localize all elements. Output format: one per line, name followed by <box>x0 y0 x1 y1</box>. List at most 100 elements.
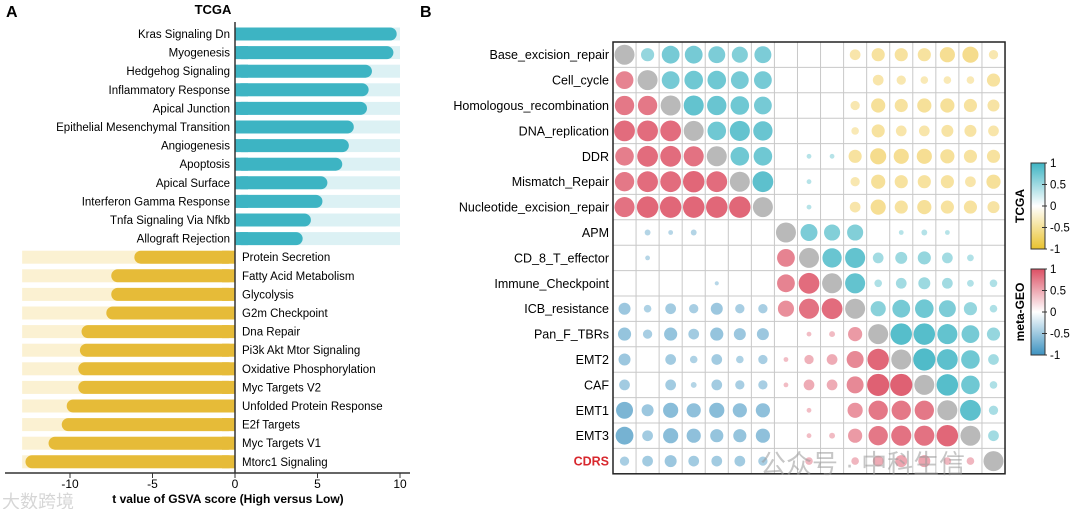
meta-geo-correlation-circle <box>798 272 820 294</box>
meta-geo-correlation-circle <box>943 457 952 465</box>
tcga-correlation-circle <box>806 204 812 210</box>
meta-geo-correlation-circle <box>806 407 812 413</box>
bar-positive <box>235 101 367 115</box>
tcga-correlation-circle <box>894 48 908 62</box>
x-tick-label: -10 <box>61 477 79 491</box>
tcga-correlation-circle <box>895 277 907 289</box>
tcga-correlation-circle <box>940 149 955 164</box>
row-label: Pan_F_TBRs <box>534 328 609 342</box>
row-label: APM <box>582 226 609 240</box>
tcga-correlation-circle <box>944 230 950 235</box>
meta-geo-correlation-circle <box>668 230 674 235</box>
tcga-correlation-circle <box>730 96 750 115</box>
tcga-correlation-circle <box>986 327 1001 341</box>
tcga-correlation-circle <box>896 75 906 85</box>
tcga-correlation-circle <box>962 46 979 63</box>
tcga-correlation-circle <box>965 176 976 188</box>
panel-label-b: B <box>420 4 432 21</box>
tcga-correlation-circle <box>870 301 886 317</box>
bar-positive <box>235 176 328 190</box>
diagonal-circle <box>845 298 866 319</box>
tcga-correlation-circle <box>730 71 749 89</box>
tcga-correlation-circle <box>913 348 936 371</box>
tcga-correlation-circle <box>937 324 958 345</box>
tcga-correlation-circle <box>988 405 999 415</box>
tcga-correlation-circle <box>890 323 912 345</box>
tcga-correlation-circle <box>641 48 655 62</box>
meta-geo-correlation-circle <box>868 400 888 420</box>
bar-positive <box>235 120 354 134</box>
row-label: EMT1 <box>576 404 609 418</box>
bar-positive-base <box>235 120 248 134</box>
meta-geo-correlation-circle <box>777 249 795 267</box>
meta-geo-correlation-circle <box>706 171 728 193</box>
tcga-correlation-circle <box>917 48 931 62</box>
meta-geo-correlation-circle <box>758 304 768 314</box>
meta-geo-correlation-circle <box>846 351 864 368</box>
diagonal-circle <box>752 197 773 218</box>
tcga-correlation-circle <box>707 70 727 90</box>
bar-positive-base <box>235 83 248 97</box>
meta-geo-correlation-circle <box>614 95 635 116</box>
bar-negative-base <box>222 306 235 320</box>
tcga-correlation-circle <box>871 48 885 62</box>
bar-category-label: Inflammatory Response <box>109 85 230 97</box>
bar-category-label: Angiogenesis <box>161 141 230 153</box>
bar-positive <box>235 27 397 41</box>
meta-geo-correlation-circle <box>867 373 890 396</box>
meta-geo-correlation-circle <box>637 145 658 167</box>
row-label: Homologous_recombination <box>453 99 609 113</box>
panel-label-a: A <box>6 4 18 21</box>
tcga-correlation-circle <box>730 147 750 166</box>
bar-positive-base <box>235 139 248 153</box>
tcga-correlation-circle <box>917 98 932 113</box>
tcga-correlation-circle <box>918 125 930 137</box>
tcga-correlation-circle <box>940 98 955 113</box>
meta-geo-correlation-circle <box>617 327 632 341</box>
tcga-correlation-circle <box>963 302 978 316</box>
bar-category-label: Myc Targets V2 <box>242 382 321 394</box>
meta-geo-correlation-circle <box>777 274 795 293</box>
meta-geo-correlation-circle <box>826 354 838 365</box>
tcga-correlation-circle <box>936 374 959 396</box>
meta-geo-correlation-circle <box>660 171 682 193</box>
bar-positive <box>235 157 343 171</box>
tcga-correlation-circle <box>849 49 861 61</box>
row-label: Immune_Checkpoint <box>494 277 609 291</box>
tcga-correlation-circle <box>936 349 958 370</box>
bar-negative <box>134 250 235 264</box>
meta-geo-correlation-circle <box>868 426 888 446</box>
x-tick-label: 5 <box>314 477 321 491</box>
colorbar-tick-label: 0.5 <box>1050 180 1066 192</box>
tcga-correlation-circle <box>754 46 772 64</box>
meta-geo-correlation-circle <box>682 170 705 193</box>
row-label: Mismatch_Repair <box>512 175 609 189</box>
tcga-correlation-circle <box>871 98 886 113</box>
diagonal-circle <box>822 273 843 294</box>
meta-geo-correlation-circle <box>711 379 723 391</box>
meta-geo-correlation-circle <box>804 354 814 365</box>
bar-negative-base <box>222 269 235 283</box>
meta-geo-correlation-circle <box>615 147 634 166</box>
meta-geo-correlation-circle <box>758 456 768 466</box>
diagonal-circle <box>960 425 981 446</box>
meta-geo-correlation-circle <box>642 430 653 442</box>
meta-geo-correlation-circle <box>641 404 654 417</box>
meta-geo-correlation-circle <box>637 171 658 193</box>
meta-geo-correlation-circle <box>867 348 889 371</box>
meta-geo-correlation-circle <box>872 455 884 467</box>
tcga-correlation-circle <box>894 175 908 189</box>
tcga-correlation-circle <box>961 325 980 343</box>
bar-negative-base <box>222 250 235 264</box>
bar-positive <box>235 232 303 246</box>
meta-geo-correlation-circle <box>665 379 677 391</box>
bar-negative-base <box>222 455 235 469</box>
x-tick-label: 0 <box>232 477 239 491</box>
tcga-correlation-circle <box>872 74 884 86</box>
meta-geo-correlation-circle <box>618 353 631 366</box>
meta-geo-correlation-circle <box>614 120 635 142</box>
tcga-correlation-circle <box>893 148 909 164</box>
tcga-correlation-circle <box>961 350 980 369</box>
meta-geo-correlation-circle <box>732 403 747 418</box>
